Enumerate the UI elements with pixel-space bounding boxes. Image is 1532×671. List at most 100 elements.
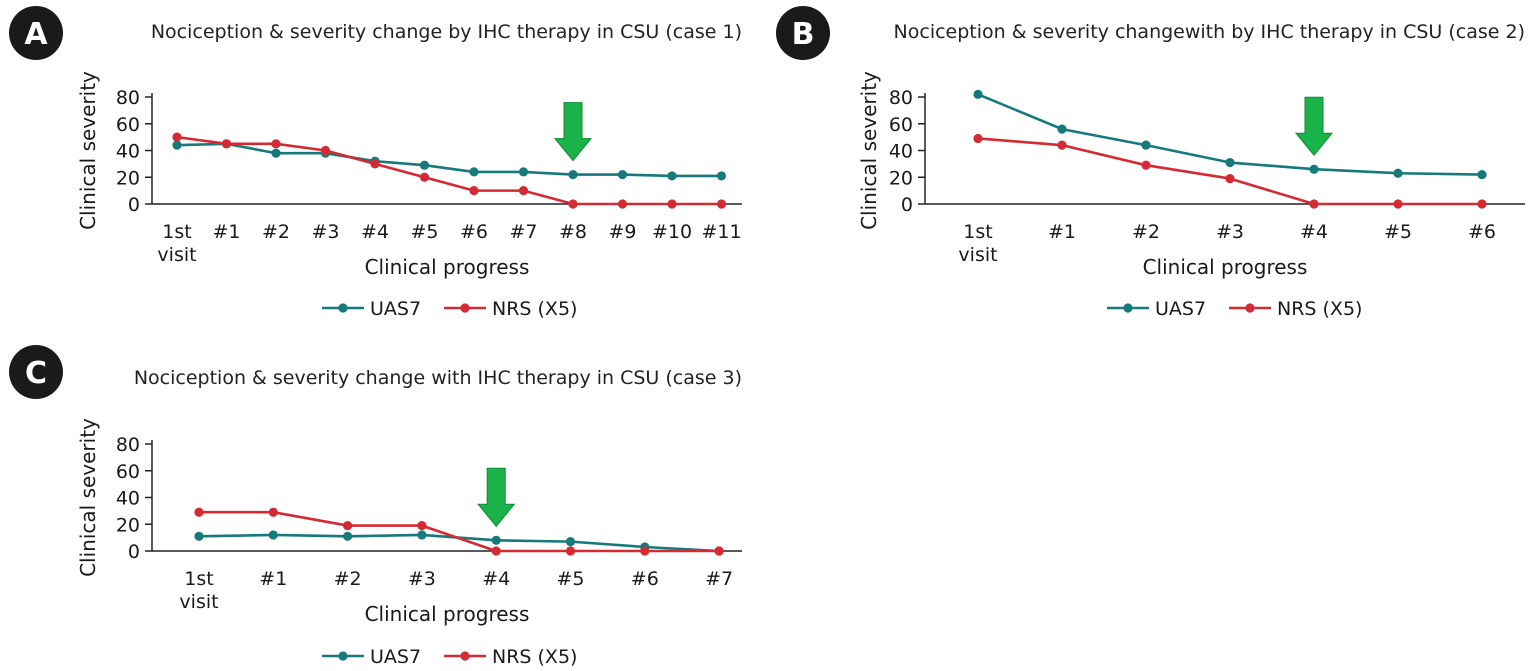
series-uas7-point	[1141, 140, 1151, 150]
legend-nrs-marker	[1245, 303, 1255, 313]
x-tick-label: #2	[262, 221, 290, 243]
series-uas7-point	[667, 171, 677, 181]
series-nrs-point	[417, 520, 427, 531]
series-uas7-point	[268, 530, 278, 540]
series-nrs	[172, 132, 727, 209]
y-tick-label: 60	[116, 461, 140, 483]
y-tick-label: 40	[116, 141, 140, 163]
y-axis-label: Clinical severity	[76, 71, 100, 230]
y-tick-label: 20	[116, 167, 140, 189]
series-nrs-point	[568, 199, 578, 209]
legend-nrs-label: NRS (X5)	[492, 298, 577, 320]
x-tick-label: #2	[1132, 221, 1160, 243]
series-nrs-point	[716, 199, 727, 209]
y-tick-label: 80	[116, 87, 140, 109]
chart-panel-b: B Nociception & severity changewith by IH…	[776, 6, 1525, 320]
y-tick-label: 0	[128, 194, 140, 216]
series-nrs	[194, 507, 724, 556]
series-uas7-point	[417, 530, 427, 540]
series-nrs-point	[640, 546, 650, 556]
x-tick-label: #5	[556, 568, 584, 590]
x-tick-label: #4	[482, 568, 510, 590]
y-tick-label: 40	[116, 488, 140, 510]
x-tick-label: #1	[1048, 221, 1076, 243]
x-tick-label: 1st visit	[157, 221, 196, 266]
series-nrs-point	[617, 199, 628, 209]
series-nrs-point	[973, 133, 983, 144]
series-nrs-point	[518, 186, 529, 196]
legend-nrs-label: NRS (X5)	[1277, 298, 1362, 320]
series-nrs-point	[271, 139, 281, 149]
legend-uas7-marker	[338, 651, 348, 661]
series-nrs-point	[221, 139, 232, 149]
series-nrs-line	[199, 510, 720, 553]
x-tick-label: #6	[460, 221, 488, 243]
series-uas7-point	[343, 531, 353, 541]
series-nrs-point	[343, 520, 353, 531]
series-nrs-point	[1141, 160, 1151, 170]
series-nrs-point	[565, 546, 576, 556]
series-nrs-point	[320, 145, 331, 156]
series-uas7-point	[565, 537, 576, 547]
x-tick-label: #4	[361, 221, 389, 243]
series-nrs-point	[469, 186, 479, 196]
series-uas7-point	[469, 167, 479, 177]
series-uas7-point	[271, 148, 281, 158]
legend-nrs-label: NRS (X5)	[492, 646, 577, 668]
series-uas7-point	[1477, 169, 1487, 180]
y-tick-label: 60	[116, 114, 140, 136]
legend-uas7-marker	[1123, 303, 1133, 313]
chart-title: Nociception & severity change with IHC t…	[134, 367, 742, 389]
series-uas7-point	[617, 169, 628, 180]
series-uas7	[172, 139, 727, 181]
series-uas7-point	[1393, 168, 1403, 178]
y-tick-label: 80	[889, 87, 913, 109]
y-axis-label: Clinical severity	[857, 71, 881, 230]
series-nrs-point	[419, 172, 430, 182]
chart-panel-c: C Nociception & severity change with IHC …	[9, 345, 742, 668]
x-axis-label: Clinical progress	[365, 602, 530, 626]
series-uas7-point	[716, 171, 727, 181]
treatment-arrow	[1294, 96, 1334, 157]
series-nrs-point	[194, 507, 204, 517]
chart-title: Nociception & severity changewith by IHC…	[894, 21, 1525, 43]
series-nrs-point	[268, 507, 278, 517]
x-axis-label: Clinical progress	[365, 255, 530, 279]
series-uas7-line	[176, 142, 722, 178]
series-uas7-point	[1225, 157, 1235, 168]
series-uas7-point	[568, 169, 578, 180]
panel-letter: A	[24, 17, 48, 52]
series-uas7-point	[172, 140, 182, 150]
panel-badge	[9, 345, 63, 399]
x-tick-label: 1st visit	[958, 221, 997, 266]
series-nrs-point	[172, 132, 182, 142]
x-tick-label: #10	[652, 221, 692, 243]
series-uas7-point	[1057, 124, 1067, 134]
treatment-arrow	[553, 102, 593, 162]
x-tick-label: 1st visit	[179, 568, 218, 613]
chart-panel-a: A Nociception & severity change by IHC th…	[9, 6, 742, 320]
panel-letter: C	[25, 356, 47, 391]
series-nrs-point	[1309, 199, 1319, 209]
series-uas7-point	[194, 531, 204, 541]
series-nrs-point	[491, 546, 501, 556]
x-tick-label: #3	[1216, 221, 1244, 243]
legend-uas7-label: UAS7	[370, 298, 421, 320]
series-nrs-point	[1057, 140, 1067, 150]
legend-uas7-label: UAS7	[1155, 298, 1206, 320]
y-tick-label: 60	[889, 114, 913, 136]
series-uas7	[973, 89, 1487, 180]
series-nrs	[973, 133, 1487, 209]
x-tick-label: #1	[212, 221, 240, 243]
y-tick-label: 40	[889, 141, 913, 163]
legend-nrs-marker	[460, 651, 470, 661]
series-nrs-point	[370, 159, 380, 169]
series-nrs-point	[714, 546, 724, 556]
x-tick-label: #7	[705, 568, 733, 590]
y-tick-label: 20	[889, 167, 913, 189]
series-nrs-point	[1393, 199, 1403, 209]
y-tick-label: 0	[901, 194, 913, 216]
x-tick-label: #8	[559, 221, 587, 243]
chart-title: Nociception & severity change by IHC the…	[151, 21, 742, 43]
legend-uas7-label: UAS7	[370, 646, 421, 668]
